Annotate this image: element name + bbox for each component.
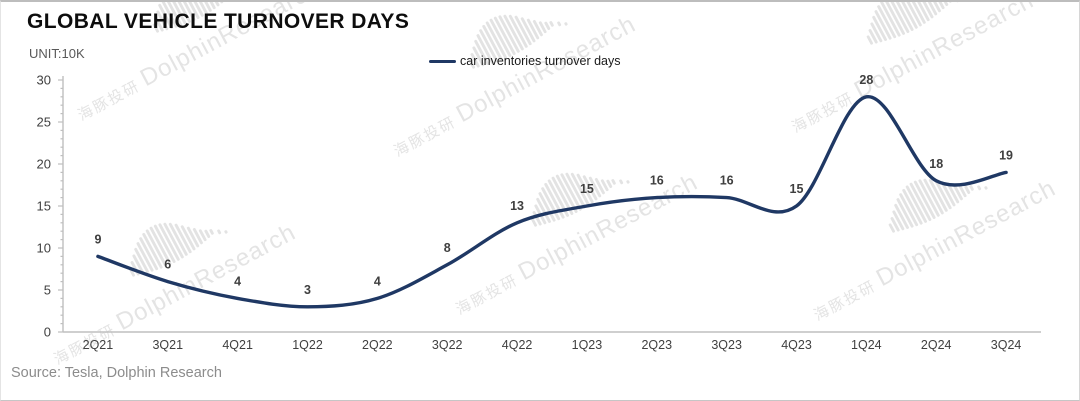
legend-label: car inventories turnover days bbox=[460, 54, 621, 68]
data-label: 13 bbox=[510, 199, 524, 213]
y-tick-label: 25 bbox=[37, 115, 51, 130]
y-tick-label: 5 bbox=[44, 283, 51, 298]
x-tick-label: 1Q24 bbox=[851, 338, 882, 352]
legend-line-swatch bbox=[429, 59, 456, 63]
x-tick-label: 2Q21 bbox=[83, 338, 114, 352]
x-tick-label: 1Q22 bbox=[292, 338, 323, 352]
x-tick-label: 4Q21 bbox=[222, 338, 253, 352]
data-label: 3 bbox=[304, 283, 311, 297]
data-label: 4 bbox=[234, 274, 241, 288]
y-tick-label: 0 bbox=[44, 325, 51, 340]
data-labels: 9 6 4 3 4 8 13 15 16 16 15 28 18 19 bbox=[94, 73, 1013, 297]
data-label: 16 bbox=[650, 174, 664, 188]
x-tick-label: 4Q23 bbox=[781, 338, 812, 352]
data-label: 28 bbox=[859, 73, 873, 87]
y-axis-ticks bbox=[58, 79, 63, 333]
y-tick-label: 15 bbox=[37, 199, 51, 214]
data-label: 15 bbox=[580, 182, 594, 196]
x-tick-label: 3Q24 bbox=[991, 338, 1022, 352]
data-label: 4 bbox=[374, 274, 381, 288]
data-label: 15 bbox=[790, 182, 804, 196]
x-tick-label: 3Q22 bbox=[432, 338, 463, 352]
page-title: GLOBAL VEHICLE TURNOVER DAYS bbox=[27, 10, 410, 33]
unit-label: UNIT:10K bbox=[29, 46, 85, 61]
data-label: 16 bbox=[720, 174, 734, 188]
x-tick-label: 2Q23 bbox=[641, 338, 672, 352]
y-axis-labels: 0 5 10 15 20 25 30 bbox=[37, 73, 51, 340]
series-line bbox=[96, 95, 1008, 309]
x-tick-label: 2Q24 bbox=[921, 338, 952, 352]
y-tick-label: 30 bbox=[37, 73, 51, 88]
y-tick-label: 20 bbox=[37, 157, 51, 172]
y-tick-label: 10 bbox=[37, 241, 51, 256]
axes bbox=[62, 76, 1041, 333]
data-label: 19 bbox=[999, 148, 1013, 162]
x-axis-labels: 2Q21 3Q21 4Q21 1Q22 2Q22 3Q22 4Q22 1Q23 2Q23 3Q23… bbox=[83, 338, 1022, 352]
x-tick-label: 1Q23 bbox=[572, 338, 603, 352]
x-tick-label: 2Q22 bbox=[362, 338, 393, 352]
x-tick-label: 3Q21 bbox=[152, 338, 183, 352]
source-note: Source: Tesla, Dolphin Research bbox=[11, 365, 222, 381]
data-label: 8 bbox=[444, 241, 451, 255]
data-label: 6 bbox=[164, 258, 171, 272]
x-tick-label: 3Q23 bbox=[711, 338, 742, 352]
data-label: 9 bbox=[94, 232, 101, 246]
legend: car inventories turnover days bbox=[429, 54, 621, 68]
x-tick-label: 4Q22 bbox=[502, 338, 533, 352]
data-label: 18 bbox=[929, 157, 943, 171]
